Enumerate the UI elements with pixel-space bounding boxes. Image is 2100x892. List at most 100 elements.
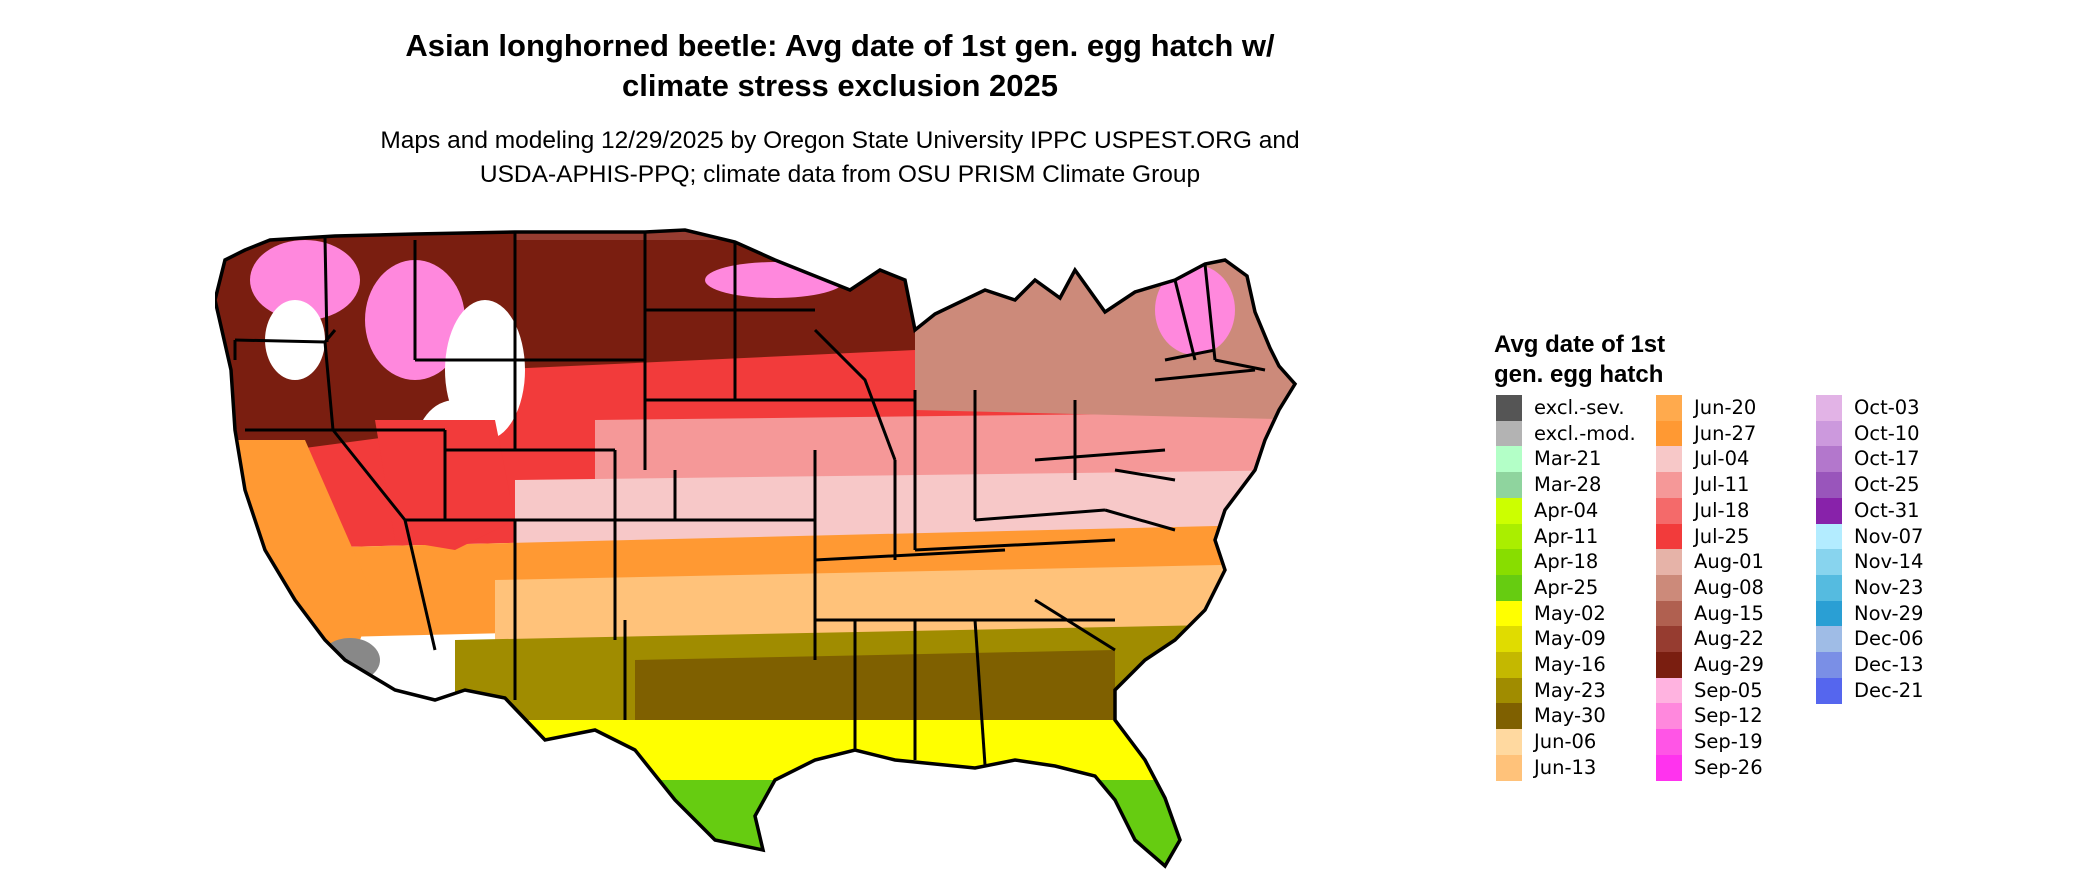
legend-item: May-23 — [1496, 677, 1666, 704]
gulf-yellow-band — [515, 720, 1295, 780]
legend-label: excl.-mod. — [1534, 421, 1636, 445]
legend-swatch — [1496, 626, 1522, 653]
legend-item: Oct-31 — [1816, 497, 1986, 524]
legend-label: Aug-15 — [1694, 601, 1764, 625]
gulf-dark-olive-band — [635, 650, 1115, 730]
legend-swatch — [1656, 574, 1682, 601]
legend-label: May-02 — [1534, 601, 1606, 625]
legend-label: excl.-sev. — [1534, 396, 1625, 419]
legend-swatch — [1656, 549, 1682, 576]
legend-item: May-09 — [1496, 626, 1666, 653]
legend-label: Jul-18 — [1694, 498, 1750, 522]
legend-label: Dec-06 — [1854, 627, 1924, 651]
legend-item: Dec-13 — [1816, 652, 1986, 678]
legend-item: Apr-25 — [1496, 574, 1666, 601]
legend-swatch — [1816, 677, 1842, 704]
legend-swatch — [1656, 523, 1682, 550]
legend-swatch — [1816, 420, 1842, 447]
legend-label: May-09 — [1534, 627, 1606, 651]
legend-item: May-30 — [1496, 703, 1666, 730]
legend-item: Mar-28 — [1496, 472, 1666, 499]
legend: excl.-sev. excl.-mod. Mar-21 Mar-28 Apr-04 Ap… — [1496, 395, 2096, 795]
legend-item: Oct-17 — [1816, 446, 1986, 473]
state-border-line — [914, 538, 1116, 552]
legend-item: Mar-21 — [1496, 446, 1666, 473]
legend-label: Nov-07 — [1854, 524, 1924, 548]
legend-swatch — [1496, 472, 1522, 499]
map-title: Asian longhorned beetle: Avg date of 1st… — [290, 26, 1390, 106]
state-border-line — [974, 508, 1106, 522]
legend-label: Dec-21 — [1854, 678, 1924, 702]
state-border-line — [323, 341, 335, 431]
map-subtitle: Maps and modeling 12/29/2025 by Oregon S… — [290, 124, 1390, 192]
legend-label: Nov-14 — [1854, 550, 1924, 574]
legend-item: May-16 — [1496, 652, 1666, 678]
legend-label: Jun-06 — [1534, 730, 1597, 754]
legend-label: Mar-21 — [1534, 447, 1602, 471]
maine-pink — [1155, 265, 1235, 355]
legend-label: Apr-18 — [1534, 550, 1599, 574]
legend-item: Oct-03 — [1816, 395, 1986, 421]
legend-item: Sep-19 — [1656, 729, 1826, 756]
legend-item: excl.-sev. — [1496, 395, 1666, 421]
legend-label: May-16 — [1534, 653, 1606, 676]
legend-label: Sep-26 — [1694, 755, 1763, 779]
map-title-line-1: Asian longhorned beetle: Avg date of 1st… — [405, 28, 1275, 63]
legend-swatch — [1496, 446, 1522, 473]
us-outline — [215, 228, 1298, 869]
legend-label: Oct-10 — [1854, 421, 1920, 445]
legend-swatch — [1816, 395, 1842, 421]
legend-label: Aug-29 — [1694, 653, 1764, 676]
us-map-svg — [215, 228, 1298, 869]
legend-item: Jun-20 — [1656, 395, 1826, 421]
legend-swatch — [1496, 574, 1522, 601]
legend-label: Apr-11 — [1534, 524, 1599, 548]
legend-item: Aug-01 — [1656, 549, 1826, 576]
legend-label: Jun-13 — [1534, 755, 1597, 779]
legend-label: Sep-05 — [1694, 678, 1763, 702]
legend-label: May-30 — [1534, 704, 1606, 728]
legend-item: Aug-22 — [1656, 626, 1826, 653]
legend-swatch — [1496, 600, 1522, 627]
legend-item: Aug-08 — [1656, 574, 1826, 601]
legend-swatch — [1656, 729, 1682, 756]
legend-swatch — [1496, 395, 1522, 421]
legend-label: Nov-29 — [1854, 601, 1924, 625]
legend-item: Oct-25 — [1816, 472, 1986, 499]
state-border-line — [1164, 348, 1216, 362]
legend-label: Oct-25 — [1854, 473, 1920, 497]
legend-label: Aug-01 — [1694, 550, 1764, 574]
legend-item: Nov-14 — [1816, 549, 1986, 576]
legend-item: May-02 — [1496, 600, 1666, 627]
legend-swatch — [1496, 652, 1522, 678]
state-borders — [233, 232, 1266, 766]
legend-item: Jul-04 — [1656, 446, 1826, 473]
legend-swatch — [1496, 754, 1522, 781]
state-border-line — [403, 519, 437, 651]
legend-label: Oct-17 — [1854, 447, 1920, 471]
legend-item: Jul-25 — [1656, 523, 1826, 550]
legend-item: Nov-07 — [1816, 523, 1986, 550]
legend-swatch — [1656, 472, 1682, 499]
legend-swatch — [1496, 420, 1522, 447]
legend-swatch — [1816, 600, 1842, 627]
legend-swatch — [1656, 626, 1682, 653]
legend-swatch — [1656, 420, 1682, 447]
state-border-line — [1203, 263, 1217, 361]
us-map — [215, 220, 1465, 890]
legend-item: Jul-11 — [1656, 472, 1826, 499]
legend-item: Apr-11 — [1496, 523, 1666, 550]
state-border-line — [1104, 508, 1176, 532]
legend-item: Aug-15 — [1656, 600, 1826, 627]
legend-label: May-23 — [1534, 678, 1606, 702]
legend-label: Mar-28 — [1534, 473, 1602, 497]
far-south-green-band — [515, 780, 1295, 866]
legend-item: Aug-29 — [1656, 652, 1826, 678]
legend-swatch — [1496, 549, 1522, 576]
legend-swatch — [1496, 677, 1522, 704]
state-border-line — [814, 548, 1006, 562]
state-border-line — [1034, 598, 1116, 652]
cascades-pink — [250, 240, 360, 320]
legend-item: Dec-21 — [1816, 677, 1986, 704]
legend-label: Jul-25 — [1694, 524, 1750, 548]
